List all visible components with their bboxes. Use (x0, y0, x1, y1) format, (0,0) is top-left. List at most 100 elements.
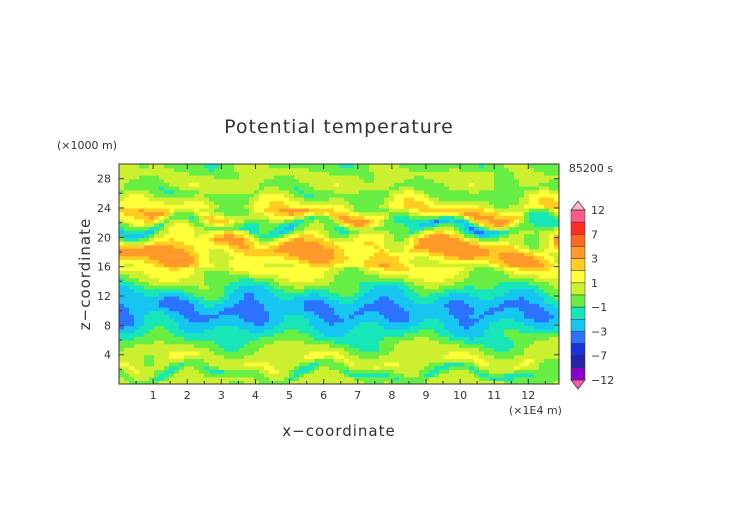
field-cell (119, 208, 125, 213)
field-cell (329, 237, 335, 242)
field-cell (159, 211, 165, 216)
field-cell (349, 292, 355, 297)
field-cell (329, 215, 335, 220)
field-cell (309, 211, 315, 216)
field-cell (304, 354, 310, 359)
field-cell (464, 204, 470, 209)
field-cell (329, 211, 335, 216)
field-cell (474, 303, 480, 308)
field-cell (399, 292, 405, 297)
field-cell (194, 189, 200, 194)
field-cell (294, 358, 300, 363)
field-cell (529, 358, 535, 363)
field-cell (274, 215, 280, 220)
field-cell (144, 310, 150, 315)
field-cell (479, 285, 485, 290)
field-cell (409, 362, 415, 367)
field-cell (274, 343, 280, 348)
field-cell (489, 310, 495, 315)
field-cell (124, 255, 130, 260)
field-cell (529, 347, 535, 352)
field-cell (189, 296, 195, 301)
field-cell (189, 274, 195, 279)
field-cell (524, 373, 530, 378)
field-cell (259, 178, 265, 183)
field-cell (494, 285, 500, 290)
field-cell (199, 336, 205, 341)
field-cell (149, 373, 155, 378)
field-cell (274, 178, 280, 183)
field-cell (404, 329, 410, 334)
field-cell (249, 230, 255, 235)
field-cell (239, 189, 245, 194)
field-cell (409, 270, 415, 275)
field-cell (474, 351, 480, 356)
field-cell (149, 215, 155, 220)
field-cell (419, 252, 425, 257)
field-cell (374, 314, 380, 319)
field-cell (509, 351, 515, 356)
field-cell (544, 285, 550, 290)
field-cell (309, 208, 315, 213)
field-cell (279, 255, 285, 260)
field-cell (274, 230, 280, 235)
field-cell (154, 303, 160, 308)
field-cell (269, 296, 275, 301)
field-cell (309, 336, 315, 341)
field-cell (349, 332, 355, 337)
field-cell (529, 296, 535, 301)
field-cell (224, 329, 230, 334)
field-cell (529, 252, 535, 257)
field-cell (154, 380, 160, 384)
field-cell (299, 219, 305, 224)
field-cell (439, 347, 445, 352)
field-cell (234, 248, 240, 253)
field-cell (169, 178, 175, 183)
field-cell (389, 332, 395, 337)
field-cell (414, 263, 420, 268)
field-cell (249, 197, 255, 202)
field-cell (549, 259, 555, 264)
field-cell (384, 288, 390, 293)
field-cell (144, 233, 150, 238)
field-cell (359, 365, 365, 370)
field-cell (454, 347, 460, 352)
field-cell (229, 222, 235, 227)
field-cell (469, 373, 475, 378)
field-cell (254, 178, 260, 183)
field-cell (289, 277, 295, 282)
field-cell (354, 222, 360, 227)
field-cell (414, 358, 420, 363)
field-cell (429, 186, 435, 191)
field-cell (259, 175, 265, 180)
field-cell (159, 233, 165, 238)
field-cell (299, 230, 305, 235)
field-cell (489, 296, 495, 301)
field-cell (389, 175, 395, 180)
field-cell (464, 274, 470, 279)
field-cell (119, 318, 125, 323)
field-cell (239, 230, 245, 235)
field-cell (119, 204, 125, 209)
field-cell (444, 222, 450, 227)
field-cell (439, 321, 445, 326)
field-cell (464, 329, 470, 334)
field-cell (489, 343, 495, 348)
field-cell (279, 358, 285, 363)
field-cell (254, 277, 260, 282)
field-cell (239, 175, 245, 180)
field-cell (199, 244, 205, 249)
field-cell (429, 299, 435, 304)
field-cell (174, 288, 180, 293)
field-cell (229, 252, 235, 257)
field-cell (234, 230, 240, 235)
field-cell (339, 263, 345, 268)
field-cell (404, 347, 410, 352)
field-cell (494, 186, 500, 191)
field-cell (139, 365, 145, 370)
field-cell (519, 354, 525, 359)
field-cell (384, 369, 390, 374)
field-cell (189, 351, 195, 356)
field-cell (524, 329, 530, 334)
field-cell (284, 189, 290, 194)
